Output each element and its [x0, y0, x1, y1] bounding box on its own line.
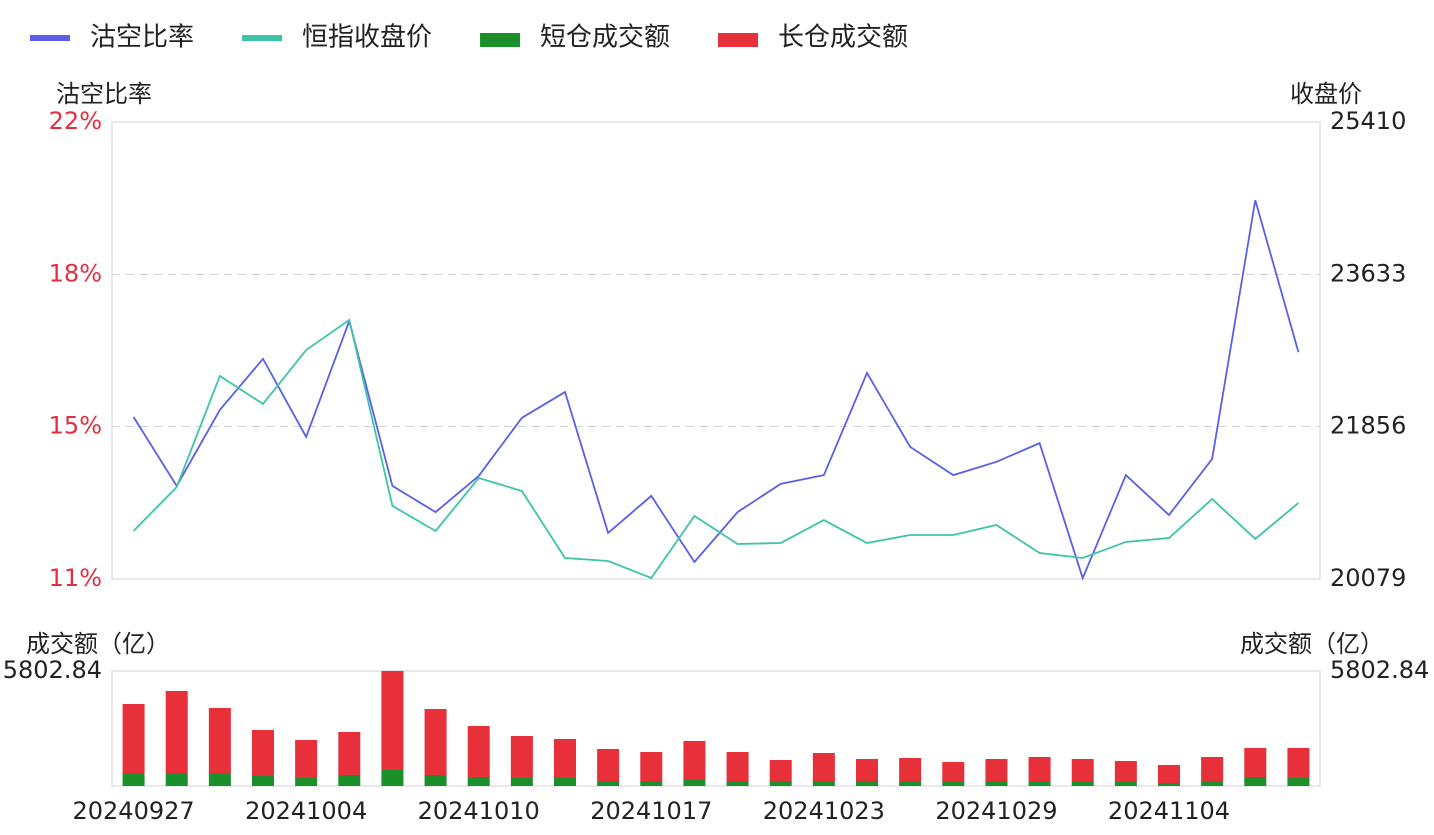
- y2-tick-label: 23633: [1330, 259, 1406, 287]
- y-tick-label: 22%: [49, 107, 102, 135]
- bar: [726, 752, 749, 782]
- y-axis-title: 成交额（亿）: [26, 630, 170, 658]
- bar: [208, 707, 231, 773]
- plot-border: [111, 121, 1321, 580]
- y2-tick-label: 25410: [1330, 107, 1406, 135]
- bar: [1244, 748, 1267, 778]
- legend-swatch: [30, 35, 70, 41]
- bar: [812, 781, 835, 786]
- bar: [381, 770, 404, 786]
- y-tick-label: 5802.84: [3, 656, 102, 684]
- bar: [208, 772, 231, 786]
- bar: [338, 731, 361, 776]
- plot-border: [111, 670, 1321, 787]
- bar: [985, 759, 1008, 782]
- line-series: [132, 318, 1300, 580]
- bar: [1201, 757, 1224, 782]
- x-tick-label: 20241017: [590, 797, 712, 825]
- bar: [1028, 781, 1051, 786]
- bar: [1287, 747, 1310, 778]
- bar: [1114, 760, 1137, 782]
- bar: [165, 690, 188, 773]
- bar: [1244, 777, 1267, 786]
- bar: [942, 762, 965, 782]
- bar: [252, 775, 274, 786]
- bar: [1287, 777, 1310, 786]
- bar: [122, 703, 145, 773]
- bar: [381, 670, 404, 771]
- bar: [295, 777, 318, 786]
- bar: [554, 777, 576, 786]
- bar: [942, 781, 965, 786]
- bar: [597, 781, 620, 786]
- bar: [683, 779, 706, 786]
- legend-label: 短仓成交额: [540, 23, 670, 53]
- bar: [597, 749, 620, 782]
- bar: [726, 781, 749, 786]
- y2-tick-label: 5802.84: [1330, 656, 1429, 684]
- legend-swatch: [718, 33, 759, 47]
- y-axis-title: 沽空比率: [56, 80, 152, 108]
- x-tick-label: 20241023: [763, 797, 885, 825]
- bar: [985, 781, 1008, 786]
- bar: [640, 781, 663, 786]
- bar: [769, 781, 792, 786]
- bar: [338, 775, 361, 786]
- bar: [899, 757, 922, 782]
- x-tick-label: 20240927: [72, 797, 194, 825]
- bar: [295, 740, 318, 778]
- bar: [1114, 781, 1137, 786]
- legend-label: 长仓成交额: [778, 23, 908, 53]
- bar: [899, 781, 922, 786]
- bar: [467, 777, 490, 786]
- bar: [1201, 781, 1224, 786]
- bar: [424, 709, 447, 776]
- y2-tick-label: 21856: [1330, 412, 1406, 440]
- bar: [122, 772, 145, 786]
- legend-label: 沽空比率: [90, 23, 194, 53]
- legend-swatch: [480, 33, 521, 47]
- x-tick-label: 20241004: [245, 797, 367, 825]
- y2-tick-label: 20079: [1330, 564, 1406, 592]
- y2-axis-title: 收盘价: [1290, 80, 1362, 108]
- bar: [856, 781, 878, 786]
- bar: [1158, 783, 1180, 786]
- bar: [856, 759, 878, 782]
- bar: [252, 729, 274, 776]
- y-tick-label: 11%: [49, 564, 102, 592]
- x-tick-label: 20241029: [935, 797, 1057, 825]
- legend-swatch: [242, 35, 283, 41]
- bar: [1028, 757, 1051, 782]
- bar: [165, 772, 188, 786]
- bar: [424, 775, 447, 786]
- bar: [1071, 758, 1094, 782]
- legend: 沽空比率 恒指收盘价 短仓成交额 长仓成交额: [30, 23, 908, 53]
- bar: [467, 726, 490, 778]
- bar: [510, 777, 533, 786]
- x-tick-label: 20241104: [1108, 797, 1230, 825]
- x-tick-label: 20241010: [418, 797, 540, 825]
- bar: [1071, 781, 1094, 786]
- legend-label: 恒指收盘价: [302, 23, 432, 53]
- y-tick-label: 18%: [49, 259, 102, 287]
- bar: [683, 740, 706, 780]
- bar: [510, 735, 533, 778]
- bar: [640, 752, 663, 782]
- bar: [812, 753, 835, 782]
- line-series: [132, 199, 1300, 581]
- y-tick-label: 15%: [49, 412, 102, 440]
- bar: [554, 738, 576, 778]
- bar: [1158, 765, 1180, 784]
- bar: [769, 759, 792, 782]
- y2-axis-title: 成交额（亿）: [1240, 630, 1384, 658]
